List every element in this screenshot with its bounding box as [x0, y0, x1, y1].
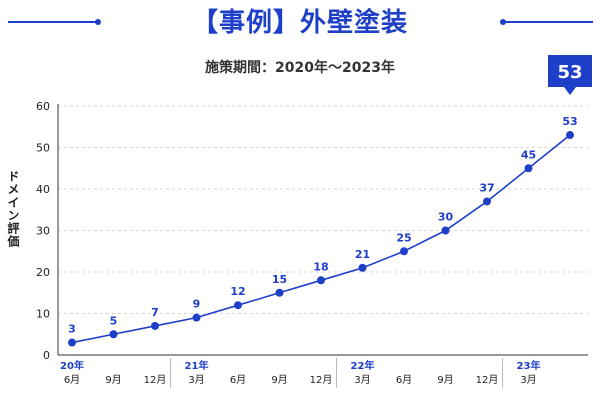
data-point — [317, 276, 325, 285]
x-tick-month: 9月 — [437, 374, 453, 386]
data-point — [151, 321, 159, 330]
data-label: 9 — [193, 298, 201, 311]
data-point — [358, 263, 367, 272]
data-label: 30 — [438, 211, 454, 224]
callout-bubble — [548, 55, 592, 95]
x-tick-month: 9月 — [271, 374, 287, 386]
data-label: 21 — [355, 248, 370, 261]
data-point — [275, 288, 284, 297]
x-tick-month: 3月 — [354, 374, 370, 386]
x-tick-month: 9月 — [105, 374, 121, 386]
x-tick-month: 3月 — [188, 374, 204, 386]
chart-title: 【事例】外壁塗装 — [191, 8, 408, 38]
data-point — [524, 164, 533, 173]
y-axis-label: ドメイン評価 — [6, 170, 20, 248]
x-tick-month: 12月 — [310, 374, 333, 386]
x-tick-year: 22年 — [351, 359, 375, 372]
data-label: 45 — [521, 148, 536, 161]
y-tick-label: 10 — [36, 308, 50, 321]
x-tick-month: 3月 — [520, 374, 536, 386]
data-label: 37 — [479, 181, 494, 194]
series-line — [71, 134, 571, 344]
x-tick-month: 6月 — [64, 374, 80, 386]
data-point — [441, 226, 450, 235]
x-tick-month: 12月 — [476, 374, 499, 386]
data-point — [234, 301, 242, 310]
chart-subtitle: 施策期間：2020年〜2023年 — [205, 60, 395, 76]
data-label: 15 — [272, 273, 287, 286]
title-rule-left-dot — [95, 19, 101, 25]
y-tick-label: 60 — [36, 100, 50, 113]
data-label: 12 — [230, 285, 245, 298]
x-tick-year: 23年 — [517, 359, 541, 372]
data-point — [68, 338, 76, 347]
data-point — [483, 197, 491, 206]
data-label: 3 — [68, 323, 76, 336]
data-point — [566, 131, 574, 140]
y-tick-label: 40 — [36, 183, 50, 196]
data-label: 18 — [313, 260, 328, 273]
data-label: 7 — [151, 306, 159, 319]
y-tick-label: 30 — [36, 225, 50, 238]
x-tick-month: 12月 — [144, 374, 167, 386]
data-point — [192, 313, 201, 322]
title-rule-right-dot — [500, 19, 506, 25]
data-label: 5 — [110, 314, 118, 327]
data-label: 25 — [396, 231, 411, 244]
y-tick-label: 50 — [36, 142, 50, 155]
x-tick-year: 20年 — [60, 359, 84, 372]
data-label: 53 — [562, 115, 577, 128]
x-tick-month: 6月 — [230, 374, 246, 386]
y-tick-label: 20 — [36, 266, 50, 279]
x-tick-month: 6月 — [396, 374, 412, 386]
data-point — [400, 247, 408, 256]
data-point — [109, 330, 118, 339]
x-tick-year: 21年 — [185, 359, 209, 372]
callout-value: 53 — [557, 62, 582, 83]
y-tick-label: 0 — [43, 349, 50, 362]
